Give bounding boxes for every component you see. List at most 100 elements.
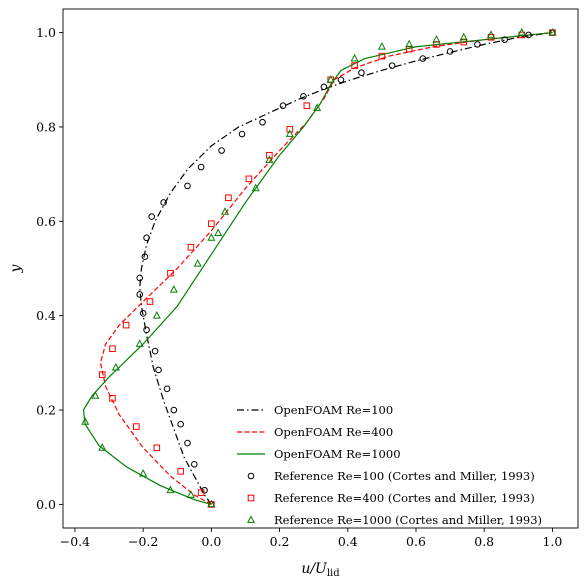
series-6-point <box>220 207 230 215</box>
series-4-point <box>155 366 162 374</box>
series-5-point <box>109 345 116 353</box>
series-5-point <box>98 371 106 378</box>
series-5-point <box>187 243 195 251</box>
series-6-point <box>193 259 202 267</box>
series-4-point <box>136 274 144 282</box>
series-5-point <box>133 423 140 430</box>
series-6-point <box>135 339 144 347</box>
x-tick-label: 0.6 <box>406 534 426 549</box>
series-6-point <box>350 53 359 62</box>
x-tick-label: −0.2 <box>128 534 158 549</box>
y-tick-label: 0.0 <box>36 497 56 512</box>
series-4-point <box>170 406 178 414</box>
legend-marker-swatch <box>247 472 255 480</box>
series-5-point <box>208 220 215 227</box>
legend-label: Reference Re=100 (Cortes and Miller, 199… <box>274 469 535 483</box>
series-5-point <box>266 151 273 159</box>
series-4-point <box>259 118 266 126</box>
series-6-point <box>214 228 223 237</box>
series-2-line <box>99 31 553 505</box>
series-6-point <box>152 311 161 319</box>
y-tick-label: 0.6 <box>36 214 56 229</box>
y-tick-label: 1.0 <box>36 25 56 40</box>
series-6-point <box>377 42 386 50</box>
x-tick-label: −0.4 <box>60 534 90 549</box>
legend-label: OpenFOAM Re=1000 <box>274 447 401 461</box>
legend-entry: OpenFOAM Re=1000 <box>237 447 401 461</box>
series-5-point <box>153 444 161 452</box>
x-axis-label-main: u/U <box>301 561 328 577</box>
legend-entry: Reference Re=400 (Cortes and Miller, 199… <box>247 491 535 505</box>
legend-label: Reference Re=1000 (Cortes and Miller, 19… <box>274 513 542 527</box>
legend-entry: Reference Re=100 (Cortes and Miller, 199… <box>247 469 535 483</box>
series-6-point <box>111 362 120 371</box>
y-tick-label: 0.2 <box>36 403 56 418</box>
legend-label: Reference Re=400 (Cortes and Miller, 199… <box>274 491 535 505</box>
series-layer <box>81 27 557 508</box>
x-tick-label: 0.0 <box>201 534 221 549</box>
legend-entry: OpenFOAM Re=400 <box>237 425 393 439</box>
legend-label: OpenFOAM Re=100 <box>274 403 393 417</box>
series-5-point <box>146 298 154 305</box>
series-5-point <box>378 52 386 60</box>
series-4-point <box>300 92 307 100</box>
series-4-point <box>184 439 191 447</box>
x-axis-label: u/Ulid <box>301 561 340 579</box>
series-5-point <box>286 126 294 133</box>
series-4-point <box>197 163 205 171</box>
y-tick-label: 0.8 <box>36 119 56 134</box>
series-6-point <box>486 30 496 38</box>
series-5-point <box>245 175 253 183</box>
series-1-line <box>139 31 553 505</box>
x-tick-label: 0.8 <box>474 534 494 549</box>
series-6-point <box>166 485 175 494</box>
series-4-point <box>525 31 532 39</box>
legend: OpenFOAM Re=100 OpenFOAM Re=400 OpenFOAM R… <box>237 403 542 527</box>
series-4-point <box>419 55 427 62</box>
series-4-point <box>474 41 481 48</box>
series-6-point <box>326 75 335 83</box>
series-4-point <box>320 83 328 91</box>
series-4-point <box>446 48 454 55</box>
x-axis-label-sub: lid <box>327 568 340 579</box>
series-5-point <box>122 321 130 329</box>
series-4-point <box>238 130 246 138</box>
series-6-point <box>405 39 414 48</box>
series-5-point <box>177 468 184 475</box>
x-tick-label: 0.4 <box>338 534 358 549</box>
series-4-point <box>184 182 191 190</box>
series-6-point <box>186 490 195 498</box>
plot-frame <box>62 8 579 529</box>
y-axis-label: y <box>8 263 24 273</box>
series-4-point <box>501 36 508 43</box>
series-6-point <box>251 183 260 192</box>
series-4-point <box>141 253 149 261</box>
series-4-point <box>388 62 396 69</box>
series-6-point <box>517 27 526 36</box>
series-4-point <box>139 310 147 317</box>
series-5-point <box>303 102 311 110</box>
series-5-point <box>197 489 205 496</box>
legend-label: OpenFOAM Re=400 <box>274 425 393 439</box>
ticks-layer: −0.4 −0.2 0.0 0.2 0.4 0.6 0.8 1.0 0.0 0.2 0.4 0.6 0.… <box>36 25 562 549</box>
series-4-point <box>358 69 365 76</box>
series-5-point <box>225 194 232 202</box>
series-4-point <box>143 234 150 242</box>
x-tick-label: 1.0 <box>542 534 562 549</box>
series-4-point <box>151 347 159 355</box>
legend-marker-swatch <box>246 515 256 523</box>
series-4-point <box>163 385 171 393</box>
series-3-line <box>82 31 553 505</box>
series-6-point <box>207 233 216 241</box>
legend-entry: OpenFOAM Re=100 <box>237 403 393 417</box>
series-6-point <box>91 391 100 399</box>
series-6-point <box>81 417 90 425</box>
series-4-point <box>337 76 345 84</box>
legend-entry: Reference Re=1000 (Cortes and Miller, 19… <box>246 513 542 527</box>
legend-marker-swatch <box>247 494 255 502</box>
series-4-point <box>177 420 184 428</box>
series-6-point <box>207 499 216 508</box>
series-6-markers <box>81 27 557 508</box>
y-tick-label: 0.4 <box>36 308 56 323</box>
